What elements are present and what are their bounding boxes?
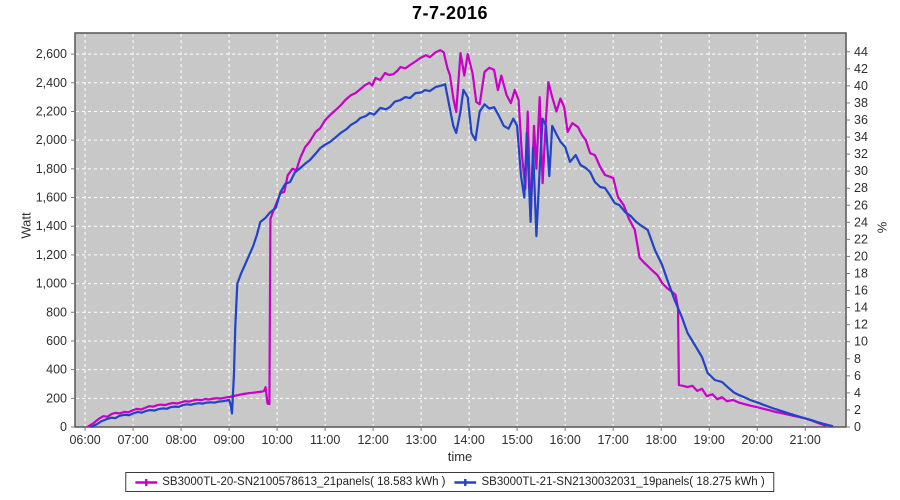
left-tick-label: 2,200 (36, 104, 67, 118)
right-tick-label: 38 (854, 96, 868, 110)
right-tick-label: 22 (854, 232, 868, 246)
right-tick-label: 12 (854, 318, 868, 332)
right-tick-label: 10 (854, 335, 868, 349)
x-tick-label: 13:00 (405, 433, 436, 447)
left-tick-label: 1,000 (36, 277, 67, 291)
right-tick-label: 4 (854, 386, 861, 400)
x-tick-label: 21:00 (790, 433, 821, 447)
right-tick-label: 44 (854, 45, 868, 59)
x-axis: 06:00 07:00 08:00 09:00 10:00 11:00 12:00 13:00… (69, 427, 821, 447)
x-tick-label: 11:00 (310, 433, 340, 447)
right-tick-label: 42 (854, 62, 868, 76)
right-tick-label: 6 (854, 369, 861, 383)
bottom-axis-title: time (447, 449, 473, 464)
right-tick-label: 20 (854, 249, 868, 263)
right-tick-label: 30 (854, 164, 868, 178)
series-line-0 (87, 48, 827, 428)
x-tick-label: 12:00 (357, 433, 388, 447)
left-tick-label: 1,600 (36, 191, 67, 205)
x-tick-label: 08:00 (165, 433, 196, 447)
left-axis: 0 200 400 600 800 1,000 1,200 1,400 1,600 1,800 2,… (36, 47, 75, 434)
right-tick-label: 32 (854, 147, 868, 161)
series-line-1 (90, 83, 834, 428)
x-tick-label: 07:00 (117, 433, 148, 447)
x-tick-label: 09:00 (213, 433, 244, 447)
right-tick-label: 0 (854, 420, 861, 434)
left-tick-label: 200 (46, 391, 67, 405)
legend-item-0: SB3000TL-20-SN2100578613_21panels( 18.58… (135, 476, 446, 488)
legend-line-swatch (454, 478, 477, 486)
legend: SB3000TL-20-SN2100578613_21panels( 18.58… (125, 472, 775, 492)
legend-item-1: SB3000TL-21-SN2130032031_19panels( 18.27… (454, 476, 765, 488)
right-tick-label: 28 (854, 181, 868, 195)
x-tick-label: 18:00 (646, 433, 677, 447)
x-tick-label: 20:00 (742, 433, 773, 447)
legend-item-label: SB3000TL-21-SN2130032031_19panels( 18.27… (481, 476, 765, 488)
x-tick-label: 17:00 (598, 433, 629, 447)
x-tick-label: 10:00 (261, 433, 292, 447)
right-axis: 0246810121416182022242628303234363840424… (846, 45, 868, 434)
right-axis-title: % (874, 221, 890, 234)
left-tick-label: 600 (46, 334, 67, 348)
legend-line-swatch (135, 478, 158, 486)
right-tick-label: 2 (854, 403, 861, 417)
left-tick-label: 1,800 (36, 162, 67, 176)
x-tick-label: 19:00 (694, 433, 725, 447)
x-tick-label: 15:00 (502, 433, 533, 447)
left-tick-label: 2,000 (36, 133, 67, 147)
left-tick-label: 1,400 (36, 219, 67, 233)
left-tick-label: 0 (60, 420, 67, 434)
x-tick-label: 16:00 (550, 433, 581, 447)
left-tick-label: 1,200 (36, 248, 67, 262)
left-axis-title: Watt (18, 212, 34, 239)
left-tick-label: 800 (46, 305, 67, 319)
right-tick-label: 18 (854, 266, 868, 280)
right-tick-label: 40 (854, 79, 868, 93)
chart-title: 7-7-2016 (411, 3, 489, 23)
right-tick-label: 16 (854, 284, 868, 298)
gridlines (76, 34, 845, 426)
left-tick-label: 400 (46, 363, 67, 377)
x-tick-label: 14:00 (454, 433, 485, 447)
right-tick-label: 14 (854, 301, 868, 315)
right-tick-label: 34 (854, 130, 868, 144)
x-tick-label: 06:00 (69, 433, 100, 447)
legend-item-label: SB3000TL-20-SN2100578613_21panels( 18.58… (162, 476, 446, 488)
right-tick-label: 26 (854, 198, 868, 212)
left-tick-label: 2,600 (36, 47, 67, 61)
right-tick-label: 8 (854, 352, 861, 366)
plot-background (74, 32, 847, 428)
left-tick-label: 2,400 (36, 76, 67, 90)
right-tick-label: 24 (854, 215, 868, 229)
right-tick-label: 36 (854, 113, 868, 127)
